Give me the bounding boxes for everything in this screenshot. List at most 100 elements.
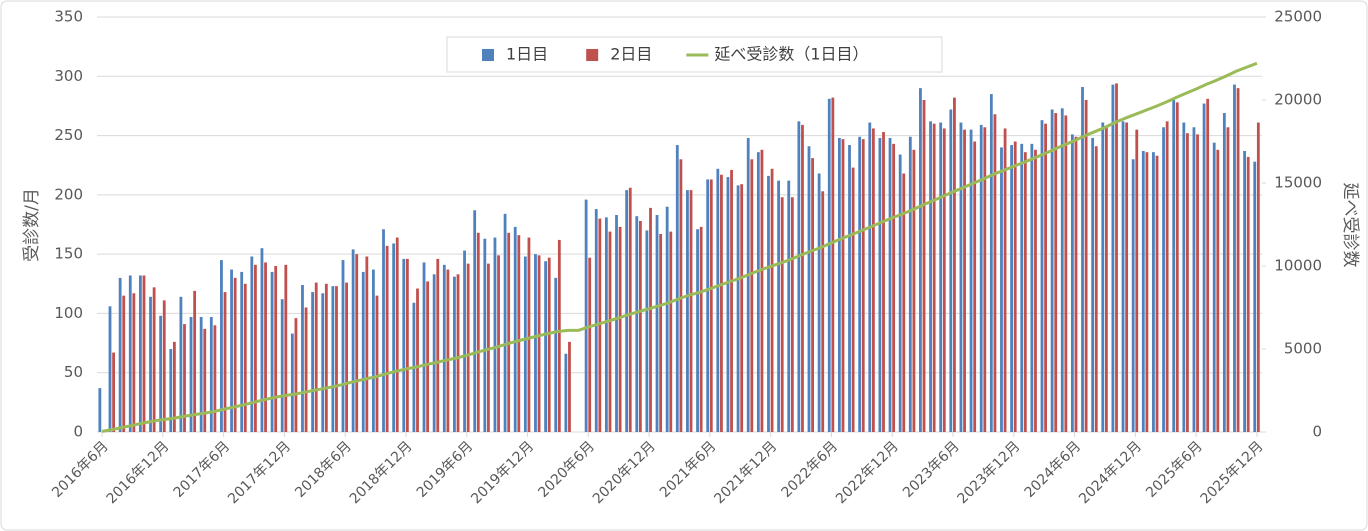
- bar: [365, 256, 369, 432]
- bar: [939, 122, 943, 433]
- bar: [1145, 152, 1149, 432]
- bar: [405, 258, 409, 432]
- bar: [128, 275, 132, 432]
- bar: [416, 288, 419, 432]
- bar: [953, 97, 956, 432]
- bar: [888, 137, 892, 432]
- bar: [908, 136, 912, 432]
- bar: [760, 149, 764, 433]
- bar: [321, 293, 325, 432]
- bar: [527, 237, 531, 432]
- bar: [598, 218, 602, 432]
- bar: [274, 266, 278, 432]
- bar: [568, 341, 571, 432]
- bar: [230, 269, 233, 432]
- bar: [720, 174, 723, 432]
- bar: [770, 168, 774, 432]
- bar: [453, 276, 456, 432]
- bar: [1243, 150, 1247, 432]
- bar: [564, 353, 568, 432]
- bar: [138, 275, 142, 432]
- bar: [750, 159, 754, 433]
- bar: [669, 231, 673, 432]
- bar: [1000, 147, 1003, 432]
- bar: [1023, 152, 1027, 432]
- y2-tick-label: 25000: [1274, 8, 1322, 26]
- bar: [679, 159, 683, 433]
- bar: [547, 257, 551, 432]
- y-tick-label: 150: [54, 245, 83, 263]
- bar: [942, 128, 946, 432]
- bar: [902, 173, 906, 432]
- bar: [1182, 122, 1186, 433]
- bar: [345, 282, 348, 432]
- bar: [699, 226, 703, 432]
- bar: [240, 271, 244, 432]
- bar: [523, 256, 527, 432]
- legend-label: 1日目: [506, 45, 548, 64]
- bar: [706, 179, 710, 432]
- bar: [1253, 161, 1257, 432]
- bar: [375, 295, 379, 432]
- bar: [1131, 159, 1135, 433]
- bar: [1003, 128, 1007, 432]
- bar: [892, 143, 896, 432]
- bar: [432, 274, 436, 432]
- bar: [1246, 156, 1250, 432]
- bar: [311, 292, 315, 432]
- bar: [689, 190, 693, 432]
- bar: [513, 226, 517, 432]
- bar: [848, 145, 851, 433]
- bar: [797, 121, 801, 432]
- bar: [655, 215, 659, 432]
- bar: [544, 261, 548, 432]
- bar: [821, 191, 825, 432]
- bar: [203, 328, 207, 432]
- bar: [456, 274, 460, 432]
- bar: [1206, 98, 1210, 433]
- bar: [132, 293, 136, 432]
- bar: [635, 216, 639, 432]
- line-series: [101, 61, 1258, 433]
- bar: [882, 132, 885, 432]
- bar: [466, 263, 470, 432]
- bar: [493, 237, 497, 432]
- bar: [301, 284, 304, 432]
- bar: [696, 229, 699, 432]
- bar: [1111, 84, 1115, 432]
- legend-swatch: [482, 49, 494, 61]
- bar: [746, 137, 750, 432]
- bar: [507, 232, 511, 432]
- bar: [932, 123, 936, 432]
- y-axis-label: 受診数/月: [22, 188, 42, 262]
- bar: [473, 210, 477, 432]
- bar: [618, 226, 622, 432]
- bar: [392, 243, 396, 432]
- bar: [801, 124, 804, 433]
- bar: [963, 129, 966, 432]
- bar: [1135, 129, 1139, 432]
- bar: [1064, 115, 1068, 433]
- bar: [1202, 103, 1206, 433]
- bar: [993, 114, 997, 432]
- bar: [922, 100, 926, 432]
- bar: [979, 124, 983, 433]
- bar: [335, 286, 338, 432]
- bar: [331, 286, 335, 432]
- bar: [1081, 86, 1084, 432]
- bar: [162, 300, 166, 432]
- bar: [1070, 134, 1074, 432]
- bar: [1222, 113, 1226, 433]
- y2-tick-label: 10000: [1274, 257, 1322, 275]
- bar: [503, 213, 507, 432]
- bar: [395, 237, 399, 432]
- bar: [1044, 123, 1047, 432]
- y2-axis-label: 延べ受診数: [1340, 183, 1360, 268]
- y-tick-label: 50: [64, 363, 83, 381]
- bar: [554, 277, 558, 432]
- bar: [638, 220, 642, 432]
- bar: [983, 127, 987, 433]
- bar: [1084, 100, 1088, 432]
- bar: [787, 180, 791, 432]
